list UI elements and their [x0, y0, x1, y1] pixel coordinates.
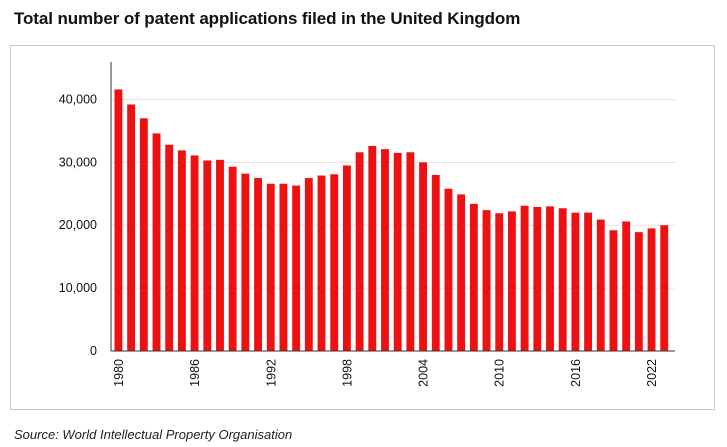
- x-tick-label: 1992: [264, 359, 278, 387]
- axes: [110, 62, 675, 352]
- bar-1990: [241, 173, 250, 351]
- bar-1986: [190, 155, 199, 351]
- bar-1984: [165, 144, 174, 351]
- x-tick-label: 2004: [417, 359, 431, 387]
- bar-2023: [660, 225, 669, 351]
- bar-2012: [520, 205, 529, 351]
- bar-2021: [634, 232, 643, 351]
- y-tick-label: 30,000: [59, 155, 97, 169]
- bar-2009: [482, 210, 491, 351]
- bar-1997: [330, 174, 339, 351]
- x-tick-label: 1998: [340, 359, 354, 387]
- bar-1981: [127, 104, 136, 351]
- bar-2011: [507, 211, 516, 351]
- bar-2017: [584, 212, 593, 351]
- bar-2013: [533, 206, 542, 351]
- x-tick-label: 1986: [188, 359, 202, 387]
- chart-title: Total number of patent applications file…: [14, 9, 521, 28]
- bar-1996: [317, 175, 326, 351]
- bar-1998: [342, 165, 351, 351]
- bar-2015: [558, 208, 567, 351]
- x-tick-label: 1980: [112, 359, 126, 387]
- bar-2001: [381, 149, 389, 351]
- bar-2020: [622, 221, 631, 351]
- bar-2004: [419, 162, 428, 351]
- bar-1985: [177, 150, 186, 351]
- bar-1982: [139, 118, 148, 351]
- bar-1980: [114, 89, 123, 351]
- bar-1995: [304, 178, 313, 351]
- y-tick-labels: 0 10,000 20,000 30,000 40,000: [59, 92, 97, 358]
- y-tick-label: 20,000: [59, 218, 97, 232]
- bar-1993: [279, 183, 288, 351]
- bar-2019: [609, 230, 618, 351]
- bar-1994: [292, 185, 301, 351]
- bar-1992: [266, 183, 275, 351]
- bar-2016: [571, 212, 580, 351]
- y-tick-label: 40,000: [59, 92, 97, 106]
- bar-2000: [368, 145, 377, 351]
- bar-1988: [216, 159, 224, 351]
- bar-series: [114, 89, 669, 351]
- bar-2022: [647, 228, 656, 351]
- bar-2002: [393, 152, 402, 351]
- x-tick-label: 2016: [569, 359, 583, 387]
- bar-1999: [355, 152, 364, 351]
- bar-2008: [469, 203, 478, 351]
- bar-1987: [203, 160, 212, 351]
- bar-2010: [495, 213, 504, 351]
- bar-2007: [457, 194, 466, 351]
- bar-1991: [254, 178, 262, 351]
- bar-2003: [406, 152, 415, 351]
- bar-1989: [228, 166, 237, 351]
- x-tick-label: 2022: [645, 359, 659, 387]
- bar-2014: [546, 206, 554, 351]
- source-note: Source: World Intellectual Property Orga…: [14, 427, 293, 442]
- y-tick-label: 10,000: [59, 281, 97, 295]
- bar-2018: [596, 219, 605, 351]
- bar-2005: [431, 174, 440, 351]
- x-tick-label: 2010: [493, 359, 507, 387]
- x-tick-labels: 1980 1986 1992 1998 2004 2010 2016 2022: [112, 359, 659, 387]
- bar-1983: [152, 133, 161, 351]
- chart-frame: 0 10,000 20,000 30,000 40,000 1980 1986 1992 19…: [10, 45, 715, 410]
- bar-2006: [444, 188, 453, 351]
- y-tick-label: 0: [90, 344, 97, 358]
